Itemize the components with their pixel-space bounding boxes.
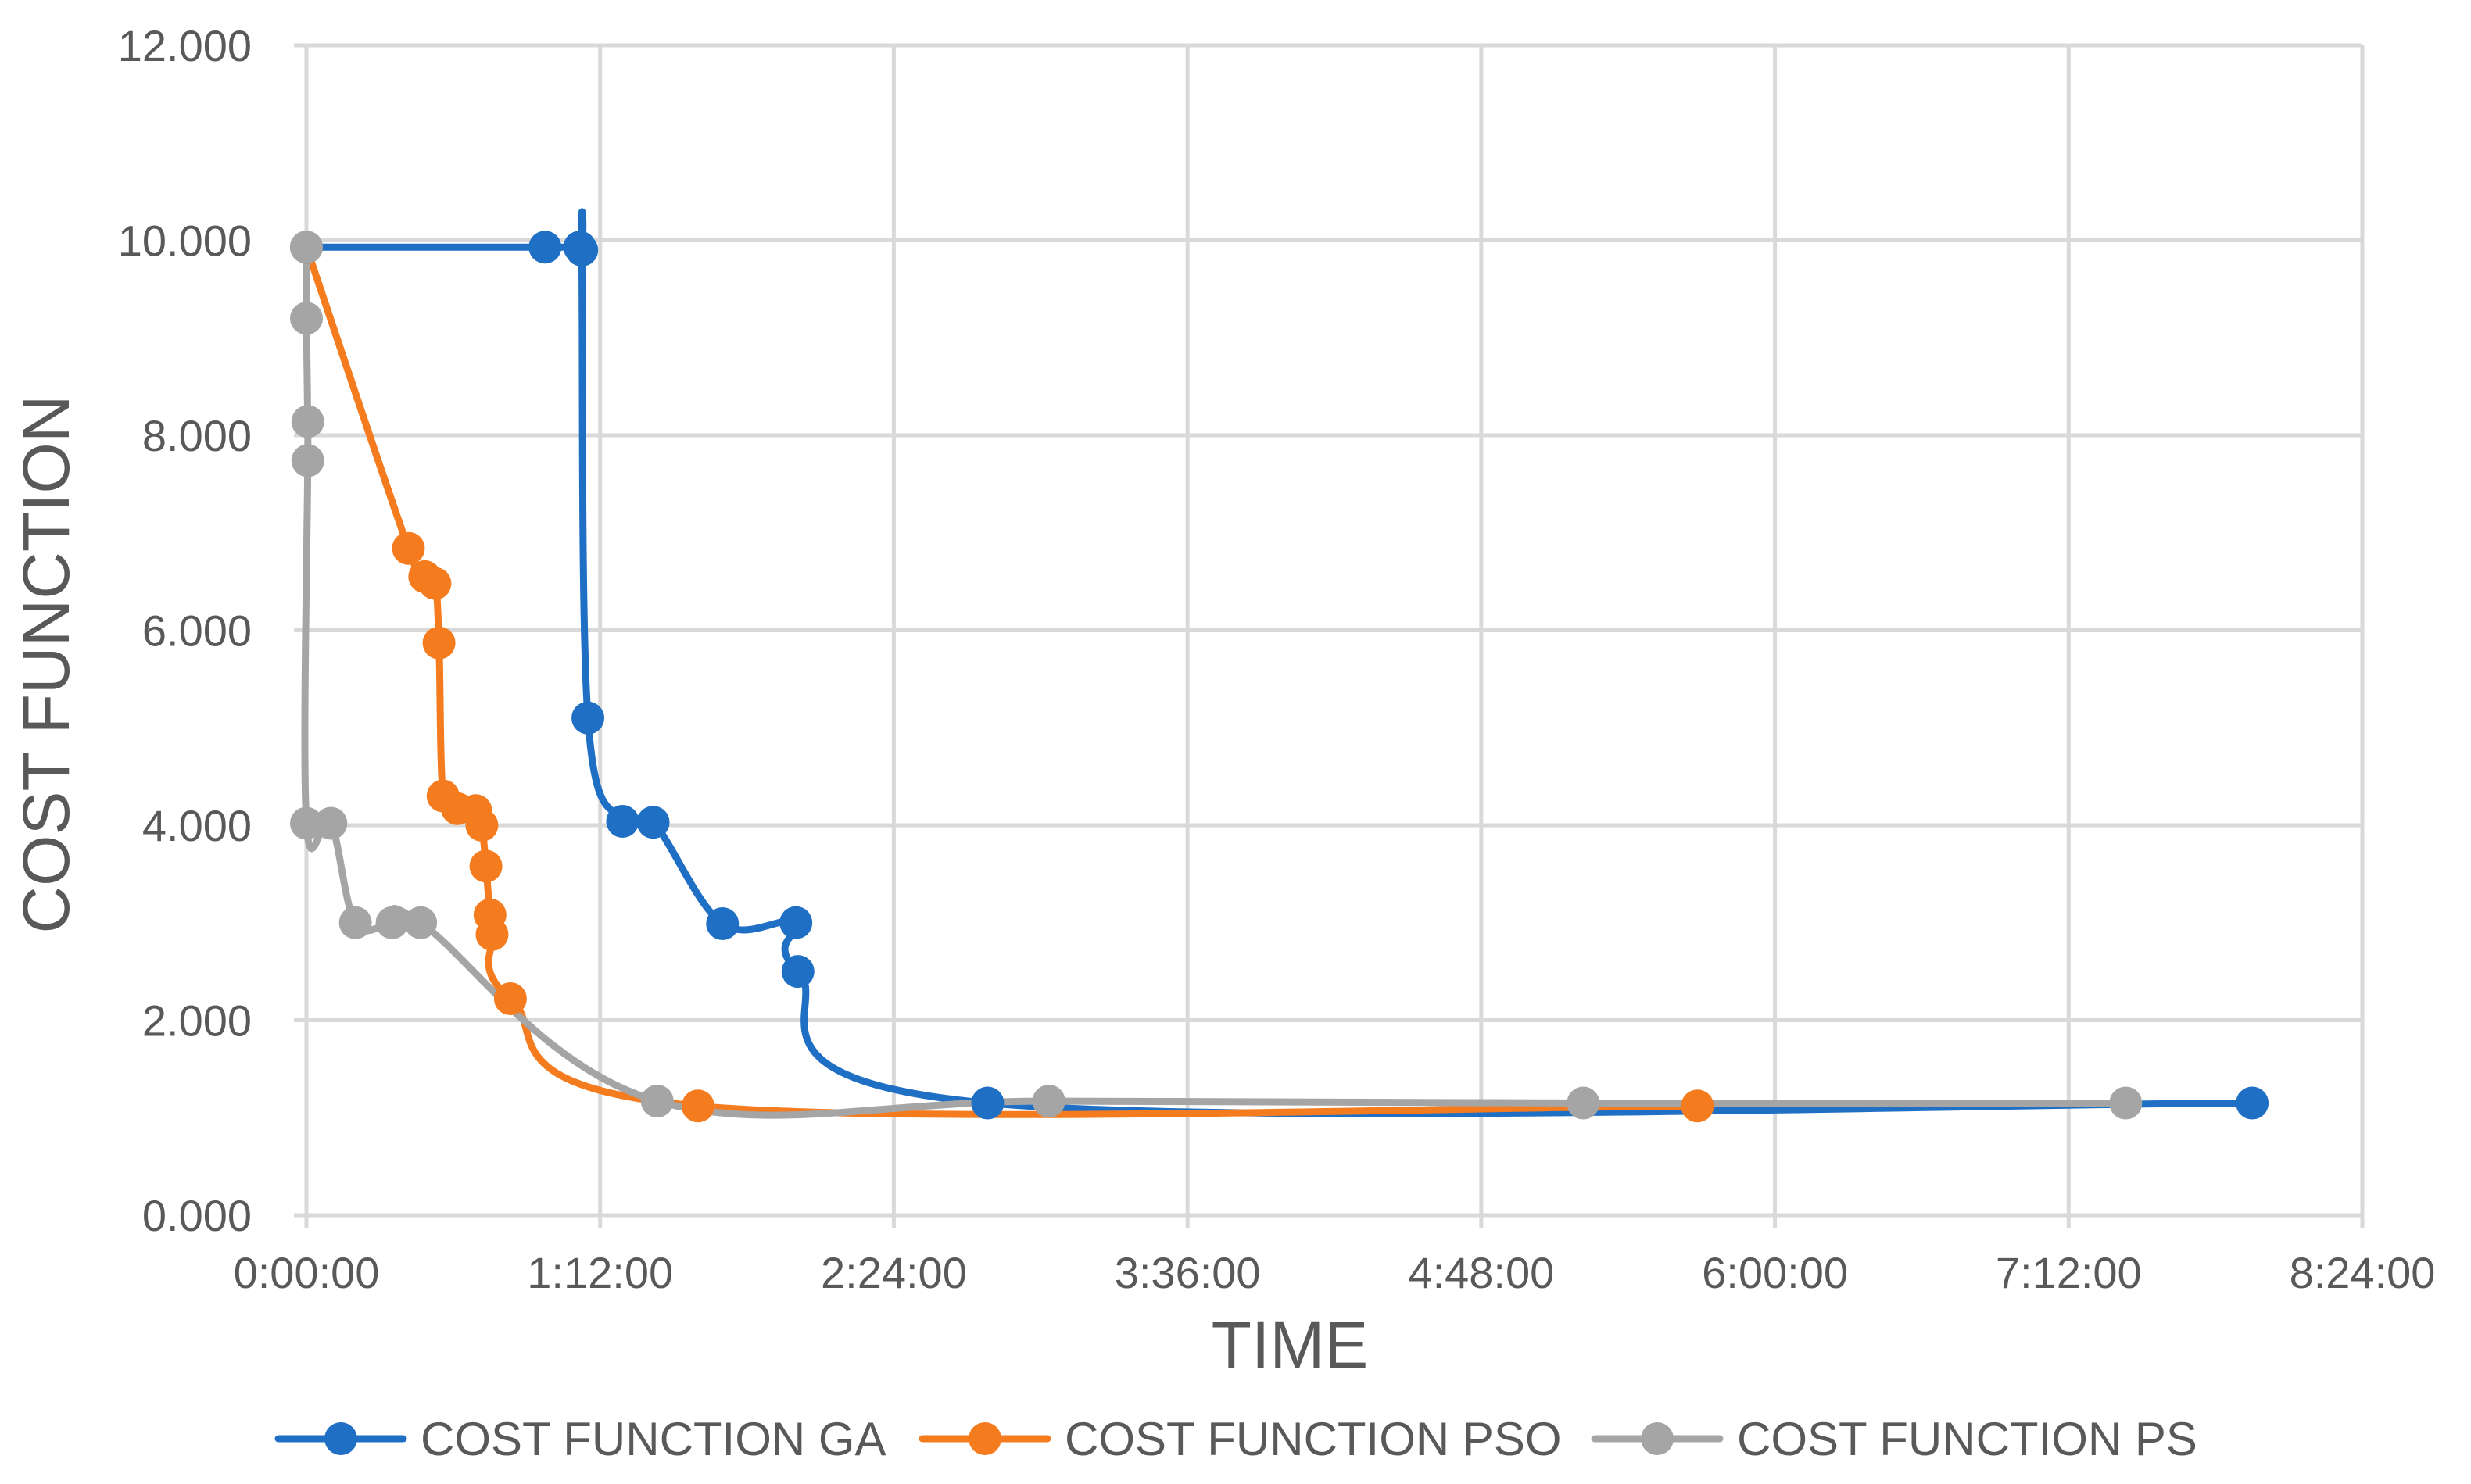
series-1-point (606, 805, 639, 839)
series-3-point (290, 231, 323, 264)
series-2-point (422, 626, 456, 660)
legend: COST FUNCTION GA COST FUNCTION PSO COST FU… (274, 1413, 2197, 1465)
y-tick-label: 8.000 (142, 411, 252, 460)
series-3-point (2109, 1086, 2143, 1120)
gridlines (304, 43, 2365, 1218)
series-1-point (779, 906, 813, 939)
legend-item: COST FUNCTION PS (1591, 1413, 2197, 1465)
series-1-point (2236, 1086, 2269, 1120)
x-tick-label: 4:48:00 (1408, 1248, 1554, 1297)
series-markers (290, 231, 2269, 1123)
series-1-point (971, 1086, 1005, 1120)
legend-swatch-marker (1641, 1422, 1674, 1455)
series-1-point (706, 906, 740, 940)
series-3-point (291, 444, 324, 477)
series-2-point (681, 1089, 714, 1123)
x-tick-label: 3:36:00 (1115, 1248, 1261, 1297)
legend-label: COST FUNCTION PSO (1065, 1413, 1562, 1465)
legend-swatch-marker (969, 1422, 1001, 1455)
y-tick-label: 6.000 (142, 606, 252, 656)
series-1-point (528, 231, 562, 264)
legend-label: COST FUNCTION GA (421, 1413, 886, 1465)
legend-label: COST FUNCTION PS (1737, 1413, 2197, 1465)
series-3-point (375, 906, 409, 939)
series-3-point (1567, 1086, 1600, 1120)
x-tick-label: 0:00:00 (234, 1248, 380, 1297)
series-2-point (1681, 1089, 1714, 1123)
legend-swatch-marker (324, 1422, 357, 1455)
series-3-point (290, 302, 323, 335)
series-2-point (475, 917, 509, 951)
series-1-point (636, 806, 670, 839)
series-1-point (781, 955, 815, 989)
y-tick-label: 4.000 (142, 801, 252, 850)
series-3-point (290, 806, 323, 840)
x-tick-label: 7:12:00 (1996, 1248, 2142, 1297)
series-3-line (301, 243, 2129, 1119)
series-2-point (465, 809, 499, 842)
series-2-point (418, 567, 452, 600)
x-tick-label: 1:12:00 (527, 1248, 673, 1297)
series-2-point (469, 849, 503, 883)
x-axis-title: TIME (1212, 1308, 1369, 1382)
y-tick-label: 12.000 (118, 21, 252, 70)
y-tick-label: 2.000 (142, 996, 252, 1046)
axes: 0:00:00 1:12:00 2:24:00 3:36:00 4:48:00 6:00:… (118, 21, 2436, 1297)
series-2-point (392, 531, 425, 565)
series-2-point (493, 982, 527, 1016)
x-tick-label: 2:24:00 (821, 1248, 967, 1297)
series-1-point (565, 233, 599, 266)
legend-item: COST FUNCTION PSO (919, 1413, 1562, 1465)
series-lines (301, 208, 2256, 1119)
series-3-point (338, 906, 372, 939)
series-3-point (640, 1085, 674, 1118)
series-3-point (404, 906, 438, 939)
legend-item: COST FUNCTION GA (274, 1413, 886, 1465)
y-tick-label: 0.000 (142, 1191, 252, 1240)
series-3-point (291, 405, 324, 438)
series-1-point (571, 701, 605, 735)
x-tick-label: 8:24:00 (2290, 1248, 2436, 1297)
x-tick-label: 6:00:00 (1702, 1248, 1848, 1297)
y-axis-title: COST FUNCTION (9, 395, 83, 933)
y-tick-label: 10.000 (118, 216, 252, 266)
series-3-point (314, 806, 348, 840)
series-3-point (1032, 1085, 1065, 1118)
